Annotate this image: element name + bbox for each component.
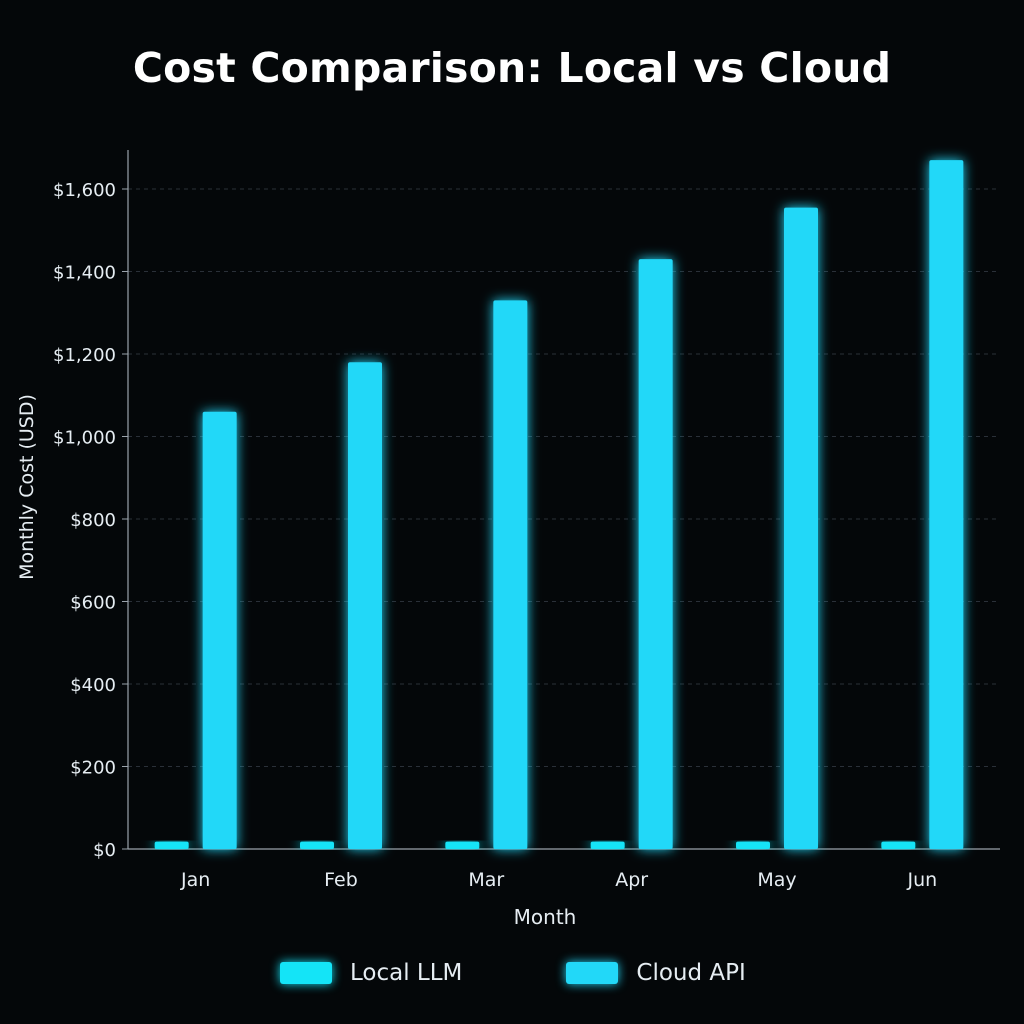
bars (154, 160, 964, 849)
legend: Local LLM Cloud API (280, 956, 746, 990)
x-tick-label: Jan (180, 869, 210, 891)
bar-local-llm (445, 841, 480, 849)
legend-label-local-llm: Local LLM (350, 960, 463, 986)
x-tick-label: Feb (324, 869, 358, 891)
bar-local-llm (154, 841, 189, 849)
x-tick-label: Mar (468, 869, 504, 891)
y-tick-label: $600 (70, 593, 116, 614)
gridlines (128, 188, 1000, 767)
y-tick-label: $1,000 (53, 428, 116, 449)
y-tick-label: $1,600 (53, 180, 116, 201)
bar-local-llm (590, 841, 625, 849)
bar-cloud-api (784, 207, 818, 849)
bar-cloud-api (929, 160, 964, 849)
x-tick-label: May (757, 869, 796, 891)
bar-cloud-api (202, 411, 237, 849)
x-axis-label: Month (514, 905, 577, 929)
bar-cloud-api (638, 259, 673, 849)
legend-label-cloud-api: Cloud API (636, 960, 746, 986)
y-tick-label: $1,400 (53, 263, 116, 284)
y-tick-label: $1,200 (53, 345, 116, 366)
y-tick-label: $0 (93, 840, 116, 861)
chart-title: Cost Comparison: Local vs Cloud (132, 44, 892, 92)
legend-item-cloud-api: Cloud API (566, 960, 746, 986)
legend-item-local-llm: Local LLM (280, 960, 462, 986)
bar-cloud-api (348, 362, 382, 849)
bar-local-llm (736, 841, 770, 849)
y-tick-label: $800 (70, 510, 116, 531)
tick-labels: $0 $200 $400 $600 $800 $1,000 $1,200 $1,400 $1,6… (53, 180, 937, 891)
axes (122, 150, 1000, 850)
legend-swatch-cloud-api (566, 962, 619, 984)
legend-swatch-local-llm (280, 962, 332, 984)
x-tick-label: Apr (615, 869, 648, 891)
bar-local-llm (300, 841, 334, 849)
x-tick-label: Jun (906, 869, 937, 891)
bar-local-llm (881, 841, 916, 849)
y-axis-label: Monthly Cost (USD) (16, 394, 38, 580)
y-tick-label: $200 (70, 758, 116, 779)
bar-cloud-api (493, 300, 528, 849)
y-tick-label: $400 (70, 675, 116, 696)
